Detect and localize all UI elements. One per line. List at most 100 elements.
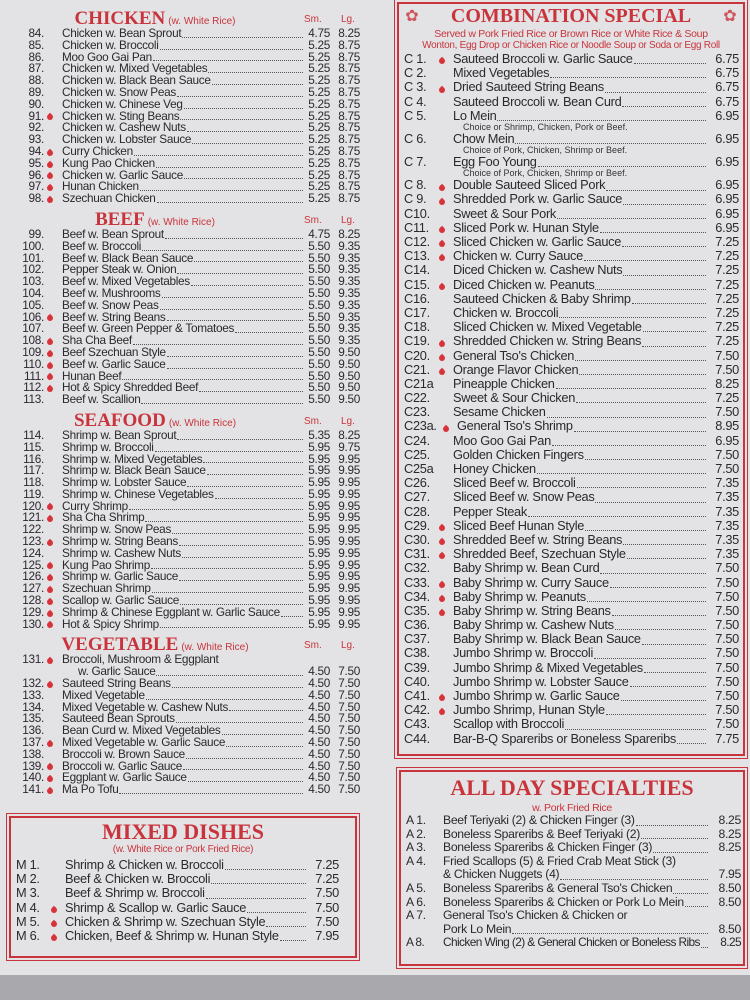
floral-ornament-icon: ✿ — [723, 8, 737, 25]
price-small: 5.25 — [308, 155, 330, 170]
dot-leader — [182, 36, 303, 38]
price: 8.50 — [718, 921, 741, 936]
menu-item: Pork Lo Mein 8.50 — [401, 921, 741, 937]
flame-slot — [436, 551, 448, 561]
price: 7.50 — [715, 446, 739, 462]
price-small: 5.95 — [308, 475, 330, 490]
price: 8.25 — [720, 935, 741, 950]
dot-leader — [179, 544, 303, 546]
dot-leader — [641, 643, 706, 645]
flame-slot — [44, 467, 56, 477]
dot-leader — [560, 878, 708, 880]
flame-icon — [437, 254, 447, 263]
item-name: Curry Shrimp — [62, 498, 128, 513]
flame-slot — [44, 432, 56, 442]
flame-slot — [436, 622, 448, 632]
flame-slot — [436, 651, 448, 661]
item-name: Sha Cha Shrimp — [62, 510, 145, 525]
item-number: C12. — [404, 234, 430, 250]
item-name: Kung Pao Shrimp — [62, 557, 150, 572]
flame-slot — [44, 479, 56, 489]
item-name: Chicken w. Snow Peas — [62, 84, 176, 99]
menu-item: 138. Broccoli w. Brown Sauce 4.50 7.50 — [10, 748, 360, 761]
item-number: 106. — [22, 309, 44, 324]
section-header-beef: BEEF (w. White Rice) Sm. Lg. — [10, 209, 360, 230]
item-number: C17. — [404, 304, 430, 320]
price-large: 8.75 — [338, 73, 360, 88]
flame-icon — [45, 515, 55, 524]
item-number: 128. — [22, 593, 44, 608]
flame-slot — [44, 715, 56, 725]
menu-item: 113. Beef w. Scallion 5.50 9.50 — [10, 393, 360, 406]
price: 8.50 — [718, 894, 741, 909]
price-large: 7.50 — [338, 782, 360, 797]
item-name: Jumbo Shrimp & Mixed Vegetables — [453, 659, 643, 675]
menu-item: w. Garlic Sauce 4.50 7.50 — [10, 664, 360, 679]
item-name: Shrimp w. Cashew Nuts — [62, 545, 181, 560]
dot-leader — [166, 320, 303, 322]
price-large: 8.25 — [338, 427, 360, 442]
price-large: 7.50 — [338, 664, 360, 679]
flame-slot — [44, 538, 56, 548]
price-large: 9.35 — [338, 238, 360, 253]
price-large: 9.95 — [338, 451, 360, 466]
price-small: 5.50 — [308, 368, 330, 383]
menu-item: C13. Chicken w. Curry Sauce 7.25 — [399, 249, 739, 263]
item-name: Beef w. Mushrooms — [62, 285, 161, 300]
item-number: C 4. — [404, 93, 427, 109]
price: 7.50 — [715, 461, 739, 477]
price: 7.50 — [715, 645, 739, 661]
left-column: CHICKEN (w. White Rice) Sm. Lg. 84. Chicken w… — [10, 4, 360, 796]
price: 8.25 — [718, 813, 741, 827]
section-header-chicken: CHICKEN (w. White Rice) Sm. Lg. — [10, 8, 360, 29]
item-name: Scallop w. Garlic Sauce — [62, 593, 180, 608]
table-surface — [0, 975, 750, 1000]
menu-item: C25a Honey Chicken 7.50 — [399, 461, 739, 477]
price-large: 7.50 — [338, 758, 360, 773]
dot-leader — [559, 317, 706, 319]
item-name: Sauteed Chicken & Baby Shrimp — [453, 290, 631, 306]
item-name: Shrimp w. Lobster Sauce — [62, 475, 187, 490]
price-large: 9.95 — [338, 604, 360, 619]
flame-icon — [437, 282, 447, 292]
item-number: C23. — [404, 404, 430, 420]
item-name: Chicken w. Broccoli — [62, 37, 159, 52]
menu-item: 137. Mixed Vegetable w. Garlic Sauce 4.50 7… — [10, 736, 360, 749]
item-name: Golden Chicken Fingers — [453, 446, 584, 462]
menu-item: C 7. Egg Foo Young 6.95 — [399, 154, 739, 169]
flame-slot — [44, 786, 56, 796]
item-name: Boneless Spareribs & Beef Teriyaki (2) — [443, 826, 641, 841]
menu-item: 129. Shrimp & Chinese Eggplant w. Garlic … — [10, 604, 360, 619]
item-number: C22. — [404, 390, 430, 406]
section-title: SEAFOOD (w. White Rice) — [73, 409, 237, 431]
menu-item: 98. Szechuan Chicken 5.25 8.75 — [10, 192, 360, 205]
item-name: Chicken w. Garlic Sauce — [62, 167, 183, 182]
item-name: Chicken w. Curry Sauce — [453, 248, 583, 264]
dot-leader — [604, 91, 706, 93]
menu-item: 136. Bean Curd w. Mixed Vegetables 4.50 7.5… — [10, 724, 360, 737]
price-large: 9.95 — [338, 498, 360, 513]
menu-item: 122. Shrimp w. Snow Peas 5.95 9.95 — [10, 523, 360, 536]
item-name: Beef w. Garlic Sauce — [62, 356, 166, 371]
item-number: C 9. — [404, 191, 427, 207]
item-name: Sweet & Sour Pork — [453, 205, 557, 221]
item-name: Beef w. Mixed Vegetables — [62, 274, 190, 289]
price: 7.50 — [715, 673, 739, 689]
flame-icon — [437, 580, 447, 589]
item-number: 95. — [28, 155, 45, 170]
section-header-vegetable: VEGETABLE (w. White Rice) Sm. Lg. — [10, 634, 360, 655]
flame-slot — [436, 665, 448, 675]
item-number: 85. — [28, 37, 45, 52]
flame-icon — [437, 240, 447, 249]
item-name: Sauteed Broccoli w. Garlic Sauce — [453, 50, 633, 66]
section-note: (w. White Rice) — [147, 216, 215, 228]
item-name: Sha Cha Beef — [62, 333, 132, 348]
flame-icon — [441, 424, 451, 433]
item-number: C16. — [404, 290, 430, 306]
price-small: 5.25 — [308, 73, 330, 88]
dot-leader — [623, 203, 706, 205]
flame-slot — [44, 290, 56, 300]
price-large: 8.75 — [338, 49, 360, 64]
price-large: 8.75 — [338, 108, 360, 123]
menu-item: 95. Kung Pao Chicken 5.25 8.75 — [10, 155, 360, 170]
